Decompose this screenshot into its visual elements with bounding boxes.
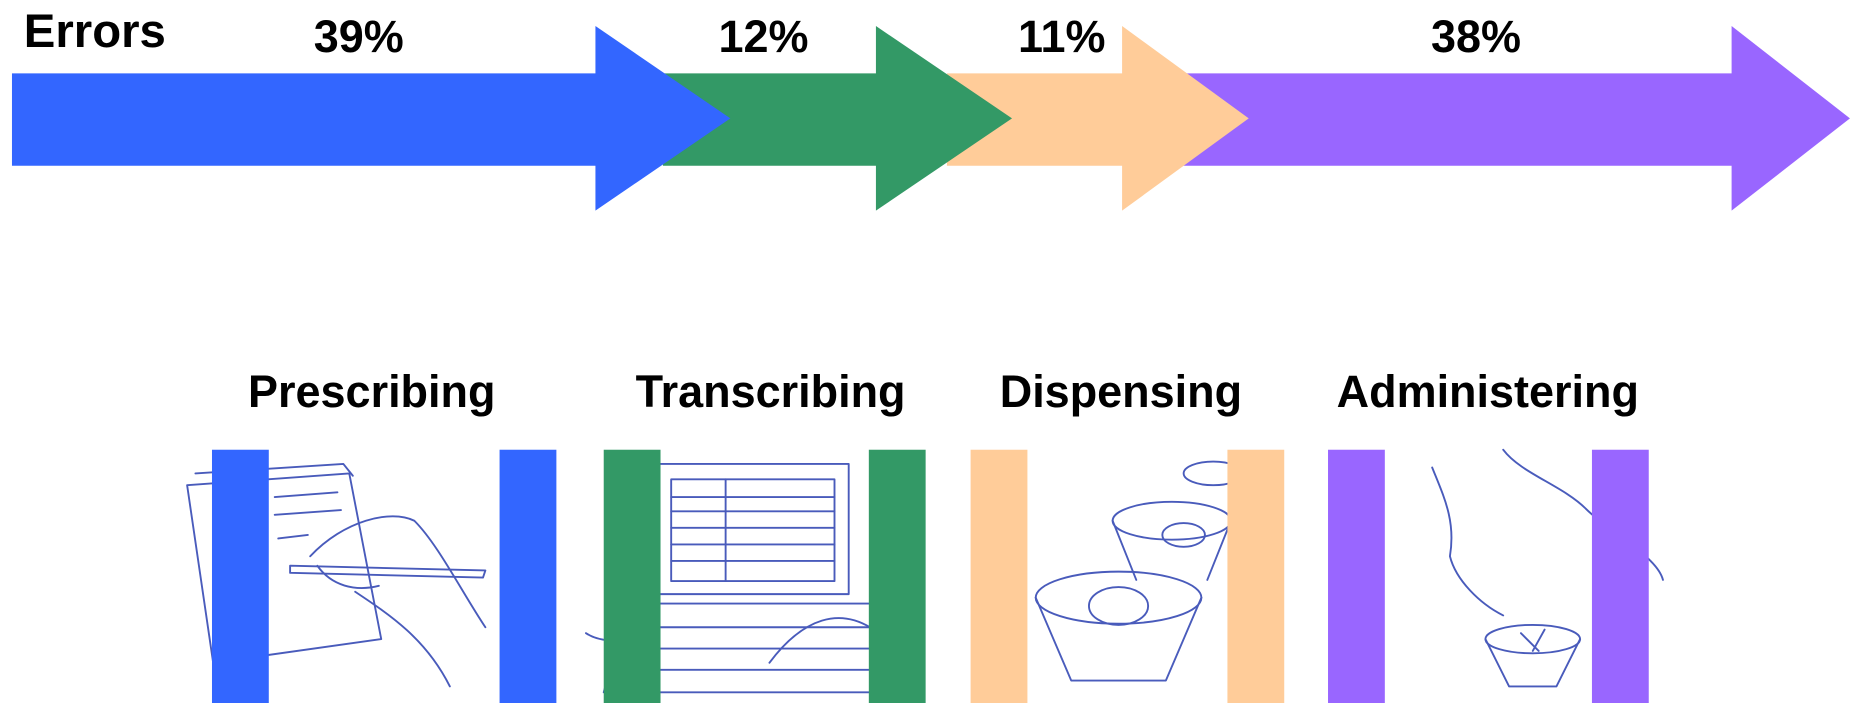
stage-bar (1328, 449, 1385, 703)
stage-share: 38% (1431, 11, 1521, 62)
stage-label: Dispensing (1000, 366, 1242, 417)
stage-arrow (11, 26, 731, 211)
stage-bar (499, 449, 557, 703)
stage-bar (868, 449, 926, 703)
stage-share: 11% (1018, 11, 1106, 62)
prescribing-illustration (186, 462, 487, 688)
stage-bar (1591, 449, 1649, 703)
stage-bar (603, 449, 661, 703)
stage-bar (211, 449, 269, 703)
stage-share: 39% (314, 11, 404, 62)
administering-illustration (1431, 448, 1664, 688)
stage-arrow (1183, 26, 1850, 211)
dispensing-illustration (1034, 460, 1244, 682)
stage-share: 12% (718, 11, 808, 62)
stage-arrow (662, 26, 1013, 211)
stage-label: Transcribing (636, 366, 906, 417)
stage-label: Administering (1337, 366, 1639, 417)
stage-arrow (946, 26, 1249, 211)
stage-bar (1227, 449, 1285, 703)
title: Errors (24, 5, 166, 58)
arrows (11, 26, 1850, 211)
stage-label: Prescribing (248, 366, 495, 417)
stage-bar (970, 449, 1028, 703)
